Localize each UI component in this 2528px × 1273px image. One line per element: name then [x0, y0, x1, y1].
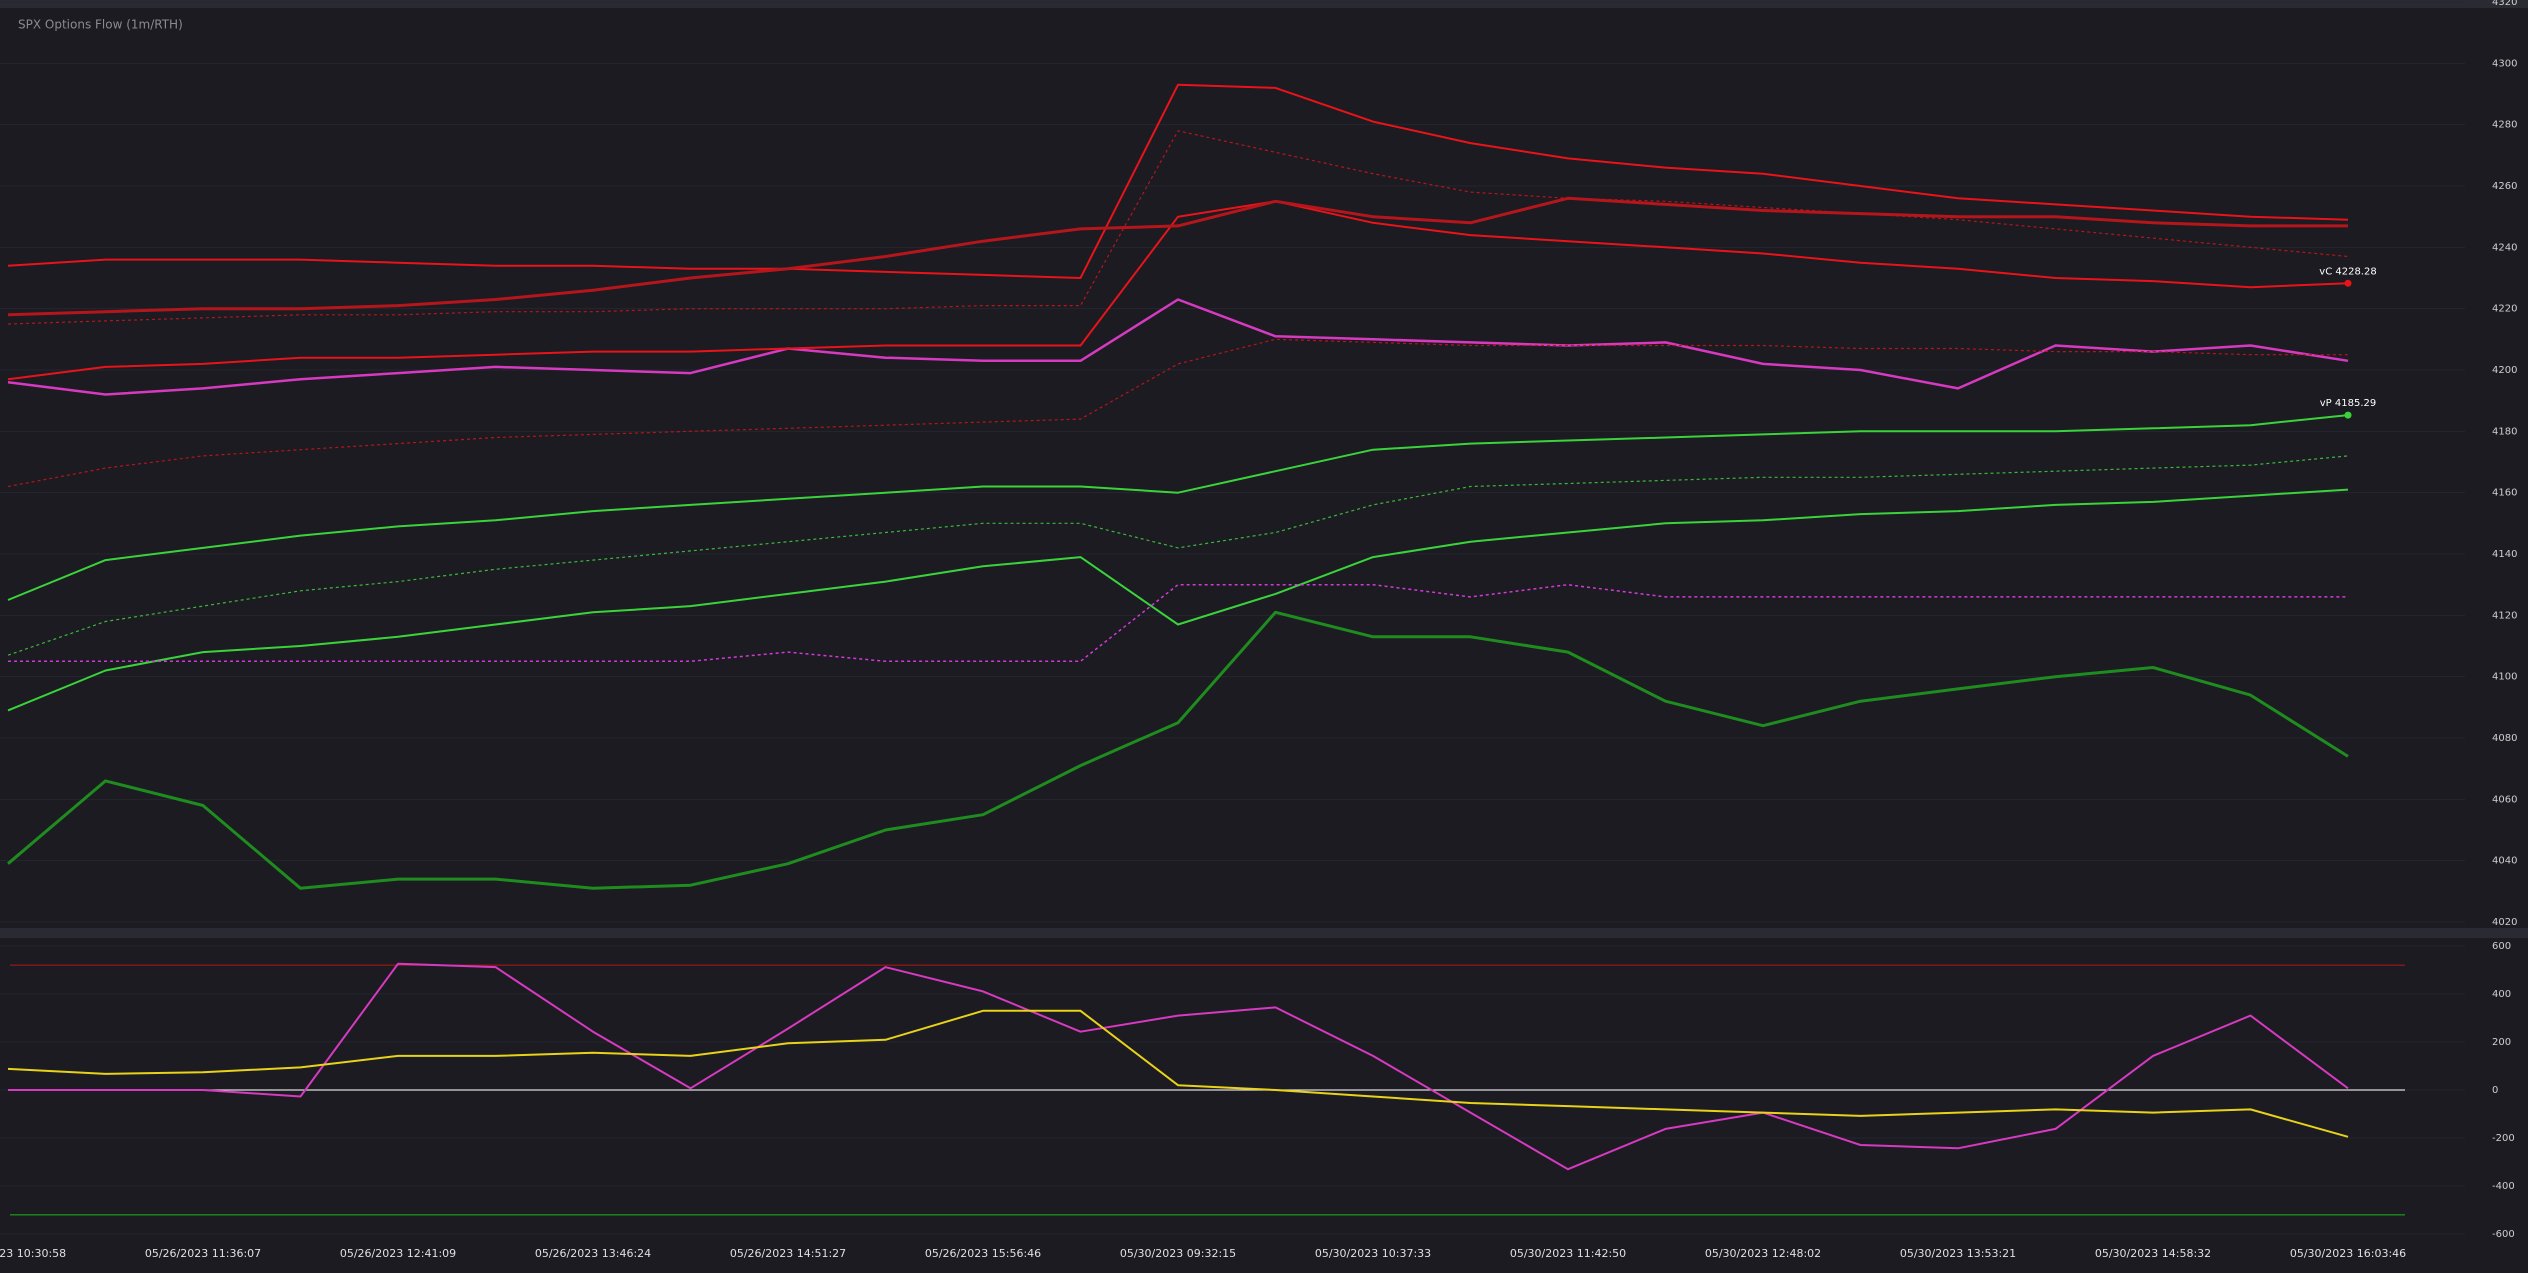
y-tick-label: 400 [2492, 989, 2511, 1000]
y-tick-label: 4040 [2492, 856, 2517, 867]
y-tick-label: 4100 [2492, 672, 2517, 683]
series-line [7, 83, 2349, 279]
y-tick-label: -400 [2492, 1181, 2515, 1192]
y-tick-label: 0 [2492, 1085, 2498, 1096]
y-tick-label: -600 [2492, 1229, 2515, 1240]
y-tick-label: -200 [2492, 1133, 2515, 1144]
x-tick-label: 05/30/2023 12:48:02 [1705, 1247, 1821, 1260]
end-marker [2344, 411, 2352, 419]
y-tick-label: 4160 [2492, 488, 2517, 499]
chart-title: SPX Options Flow (1m/RTH) [18, 18, 183, 32]
x-tick-label: 05/30/2023 14:58:32 [2095, 1247, 2211, 1260]
y-tick-label: 200 [2492, 1037, 2511, 1048]
y-tick-label: 4080 [2492, 733, 2517, 744]
value-label: vP 4185.29 [2320, 398, 2376, 409]
series-line [7, 196, 2348, 317]
y-tick-label: 4280 [2492, 120, 2517, 131]
value-label: vC 4228.28 [2319, 266, 2376, 277]
x-tick-label: 05/26/2023 12:41:09 [340, 1247, 456, 1260]
x-tick-label: 05/30/2023 10:37:33 [1315, 1247, 1431, 1260]
y-tick-label: 4180 [2492, 426, 2517, 437]
y-tick-label: 4020 [2492, 917, 2517, 928]
series-line [7, 1009, 2349, 1138]
x-tick-label: 05/30/2023 16:03:46 [2290, 1247, 2406, 1260]
price-axis-panel [2470, 8, 2528, 928]
x-tick-label: 05/26/2023 10:30:58 [0, 1247, 66, 1260]
y-tick-label: 4260 [2492, 181, 2517, 192]
x-tick-label: 05/30/2023 13:53:21 [1900, 1247, 2016, 1260]
series-line [7, 455, 2349, 656]
end-marker [2344, 279, 2352, 287]
series-line [8, 962, 2349, 1171]
x-tick-label: 05/26/2023 13:46:24 [535, 1247, 651, 1260]
y-tick-label: 600 [2492, 941, 2511, 952]
x-tick-label: 05/30/2023 09:32:15 [1120, 1247, 1236, 1260]
series-line [7, 200, 2349, 381]
x-tick-label: 05/30/2023 11:42:50 [1510, 1247, 1626, 1260]
y-tick-label: 4120 [2492, 610, 2517, 621]
series-line [7, 488, 2349, 712]
x-tick-label: 05/26/2023 11:36:07 [145, 1247, 261, 1260]
oscillator-axis-panel [2470, 938, 2528, 1240]
time-axis-panel [0, 1240, 2528, 1273]
x-tick-label: 05/26/2023 14:51:27 [730, 1247, 846, 1260]
series-line [7, 414, 2349, 601]
x-tick-label: 05/26/2023 15:56:46 [925, 1247, 1041, 1260]
y-tick-label: 4240 [2492, 242, 2517, 253]
series-line [7, 610, 2349, 890]
y-tick-label: 4140 [2492, 549, 2517, 560]
y-tick-label: 4200 [2492, 365, 2517, 376]
series-line [7, 130, 2349, 325]
price-panel [0, 8, 2470, 928]
y-tick-label: 4300 [2492, 58, 2517, 69]
series-line [7, 338, 2348, 488]
y-tick-label: 4320 [2492, 0, 2517, 8]
y-tick-label: 4060 [2492, 794, 2517, 805]
series-line [7, 298, 2349, 396]
y-tick-label: 4220 [2492, 304, 2517, 315]
series-line [8, 583, 2348, 663]
